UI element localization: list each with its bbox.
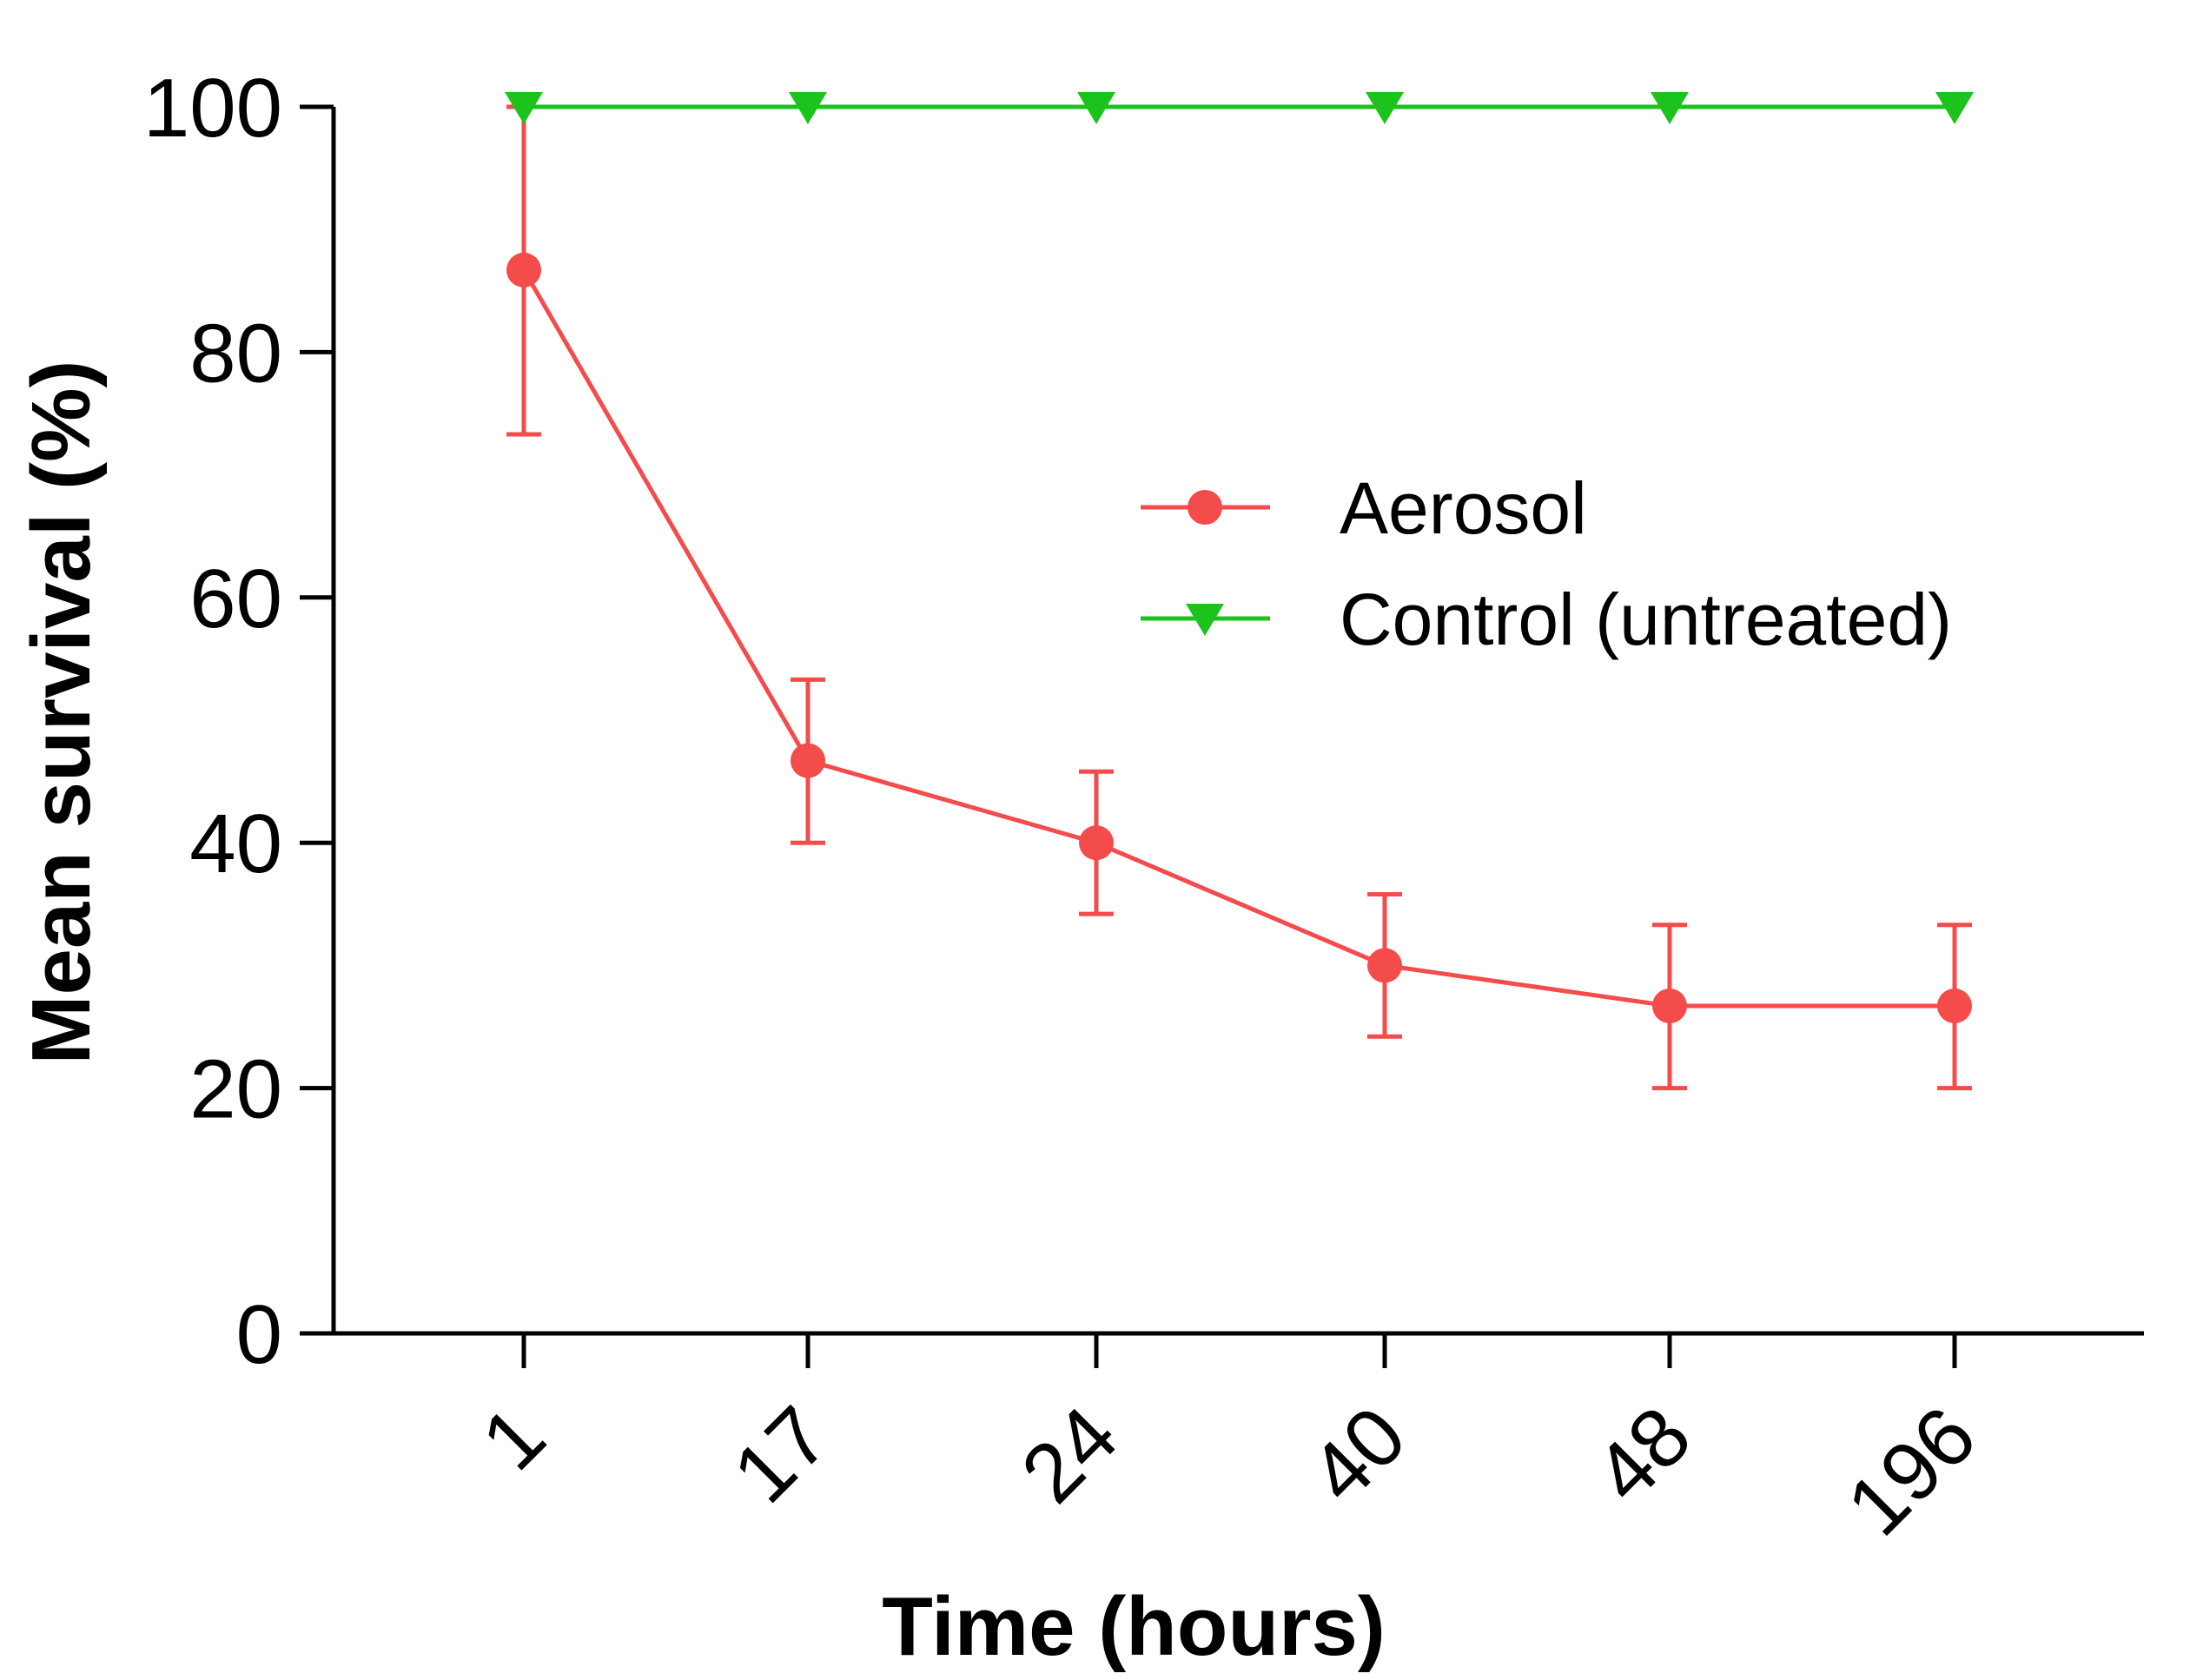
x-tick-label: 17 [716,1389,847,1520]
data-point [789,92,827,124]
y-tick-label: 20 [189,1043,282,1136]
data-point [1367,948,1402,983]
series-control [505,92,1974,124]
legend-marker [1186,604,1224,636]
x-axis-title: Time (hours) [882,1580,1386,1673]
y-tick-label: 40 [189,797,282,890]
axes [300,107,2144,1336]
series-line [521,268,1955,1009]
y-tick-label: 100 [143,62,282,155]
data-point [1366,92,1404,124]
data-point [1079,825,1114,861]
y-tick-label: 80 [189,307,282,400]
data-point [1935,92,1974,124]
y-axis-title: Mean survival (%) [15,360,108,1065]
legend-item: Control (untreated) [1141,579,1952,660]
x-ticks: 1 17 24 40 48 196 [464,1333,1994,1553]
series-aerosol [506,104,1972,1091]
x-tick-label: 1 [464,1389,562,1487]
x-tick-label: 24 [1004,1389,1135,1520]
data-point [791,743,825,778]
data-point [1652,988,1687,1023]
legend-label: Aerosol [1340,467,1587,549]
data-point [505,92,543,124]
legend-item: Aerosol [1141,467,1587,549]
x-tick-label: 196 [1829,1389,1994,1553]
data-point [1077,92,1115,124]
y-ticks: 0 20 40 60 80 100 [143,62,334,1381]
y-tick-label: 0 [236,1288,282,1381]
y-tick-label: 60 [189,552,282,645]
legend-label: Control (untreated) [1340,579,1952,660]
data-point [506,252,541,288]
legend-marker [1188,490,1222,525]
series-layer [505,92,1974,1091]
legend: Aerosol Control (untreated) [1141,467,1952,660]
data-point [1651,92,1689,124]
x-tick-label: 48 [1578,1389,1709,1520]
x-tick-label: 40 [1293,1389,1424,1520]
data-point [1937,988,1972,1023]
